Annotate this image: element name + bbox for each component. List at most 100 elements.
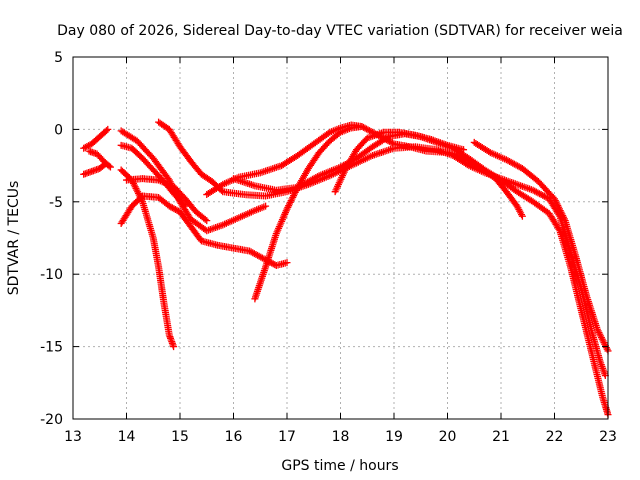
data-point	[555, 203, 563, 211]
data-point	[287, 197, 295, 205]
data-point	[137, 193, 145, 201]
data-point	[358, 123, 366, 131]
data-point	[171, 205, 179, 213]
data-point	[292, 187, 300, 195]
x-tick-label: 23	[599, 429, 617, 445]
series-track-k	[219, 143, 609, 380]
data-point	[269, 260, 277, 268]
series-layer	[80, 118, 612, 419]
data-point	[556, 207, 564, 215]
data-point	[364, 126, 372, 134]
data-point	[130, 181, 138, 189]
data-point	[361, 124, 369, 132]
data-point	[596, 330, 604, 338]
data-point	[385, 137, 393, 145]
data-point	[366, 127, 374, 135]
data-point	[286, 198, 294, 206]
data-point	[291, 188, 299, 196]
data-point	[170, 343, 178, 351]
data-point	[181, 202, 189, 210]
data-point	[104, 125, 112, 133]
data-point	[387, 138, 395, 146]
data-point	[134, 189, 142, 197]
y-tick-label: 5	[54, 50, 63, 66]
x-axis-label: GPS time / hours	[281, 458, 398, 474]
y-tick-label: -15	[40, 340, 63, 356]
x-tick-label: 16	[225, 429, 243, 445]
y-tick-label: 0	[54, 122, 63, 138]
x-tick-label: 18	[332, 429, 350, 445]
data-point	[602, 344, 610, 352]
x-tick-label: 20	[439, 429, 457, 445]
y-axis: 5 0 -5 -10 -15 -20	[40, 50, 608, 428]
data-point	[290, 190, 298, 198]
y-tick-label: -5	[49, 195, 63, 211]
data-point	[106, 163, 114, 171]
series-track-i	[155, 118, 227, 196]
data-point	[105, 162, 113, 170]
data-point	[600, 339, 608, 347]
x-tick-label: 22	[546, 429, 564, 445]
data-point	[168, 204, 176, 212]
data-point	[560, 215, 568, 223]
data-point	[134, 188, 142, 196]
data-point	[554, 202, 562, 210]
series-track-n	[331, 128, 468, 196]
data-point	[131, 183, 139, 191]
data-point	[288, 195, 296, 203]
y-tick-label: -20	[40, 412, 63, 428]
data-point	[593, 325, 601, 333]
data-point	[598, 335, 606, 343]
data-point	[518, 212, 526, 220]
series-track-a	[80, 125, 112, 152]
data-point	[102, 127, 110, 135]
data-point	[597, 334, 605, 342]
data-point	[203, 217, 211, 225]
data-point	[594, 327, 602, 335]
data-point	[262, 202, 270, 210]
data-point	[560, 213, 568, 221]
data-point	[313, 173, 321, 181]
data-point	[285, 200, 293, 208]
series-track-f	[117, 192, 291, 270]
data-point	[557, 208, 565, 216]
chart-title: Day 080 of 2026, Sidereal Day-to-day VTE…	[57, 23, 623, 39]
data-point	[283, 259, 291, 267]
data-point	[362, 125, 370, 133]
y-tick-label: -10	[40, 267, 63, 283]
data-point	[552, 198, 560, 206]
series-track-o	[470, 138, 612, 355]
data-point	[167, 203, 175, 211]
data-point	[180, 201, 188, 209]
data-point	[289, 193, 297, 201]
data-point	[558, 210, 566, 218]
x-tick-label: 21	[492, 429, 510, 445]
data-point	[173, 206, 181, 214]
data-point	[285, 202, 293, 210]
data-point	[284, 203, 292, 211]
series-track-b	[80, 160, 109, 178]
data-point	[595, 329, 603, 337]
series-track-c	[85, 147, 114, 171]
x-axis: 13 14 15 16 17 18 19 20 21 22 23	[64, 57, 617, 445]
data-point	[553, 200, 561, 208]
data-point	[170, 205, 178, 213]
data-point	[165, 202, 173, 210]
y-axis-label: SDTVAR / TECUs	[6, 181, 22, 296]
data-point	[133, 186, 141, 194]
data-point	[555, 205, 563, 213]
x-tick-label: 14	[118, 429, 136, 445]
data-point	[460, 146, 468, 154]
x-tick-label: 17	[278, 429, 296, 445]
x-tick-label: 13	[64, 429, 82, 445]
data-point	[551, 197, 559, 205]
data-point	[283, 205, 291, 213]
x-tick-label: 15	[171, 429, 189, 445]
x-tick-label: 19	[385, 429, 403, 445]
data-point	[551, 195, 558, 203]
data-point	[555, 225, 563, 233]
data-point	[201, 215, 209, 223]
series-track-h	[123, 175, 211, 225]
data-point	[290, 192, 298, 200]
series-track-m	[251, 123, 366, 303]
